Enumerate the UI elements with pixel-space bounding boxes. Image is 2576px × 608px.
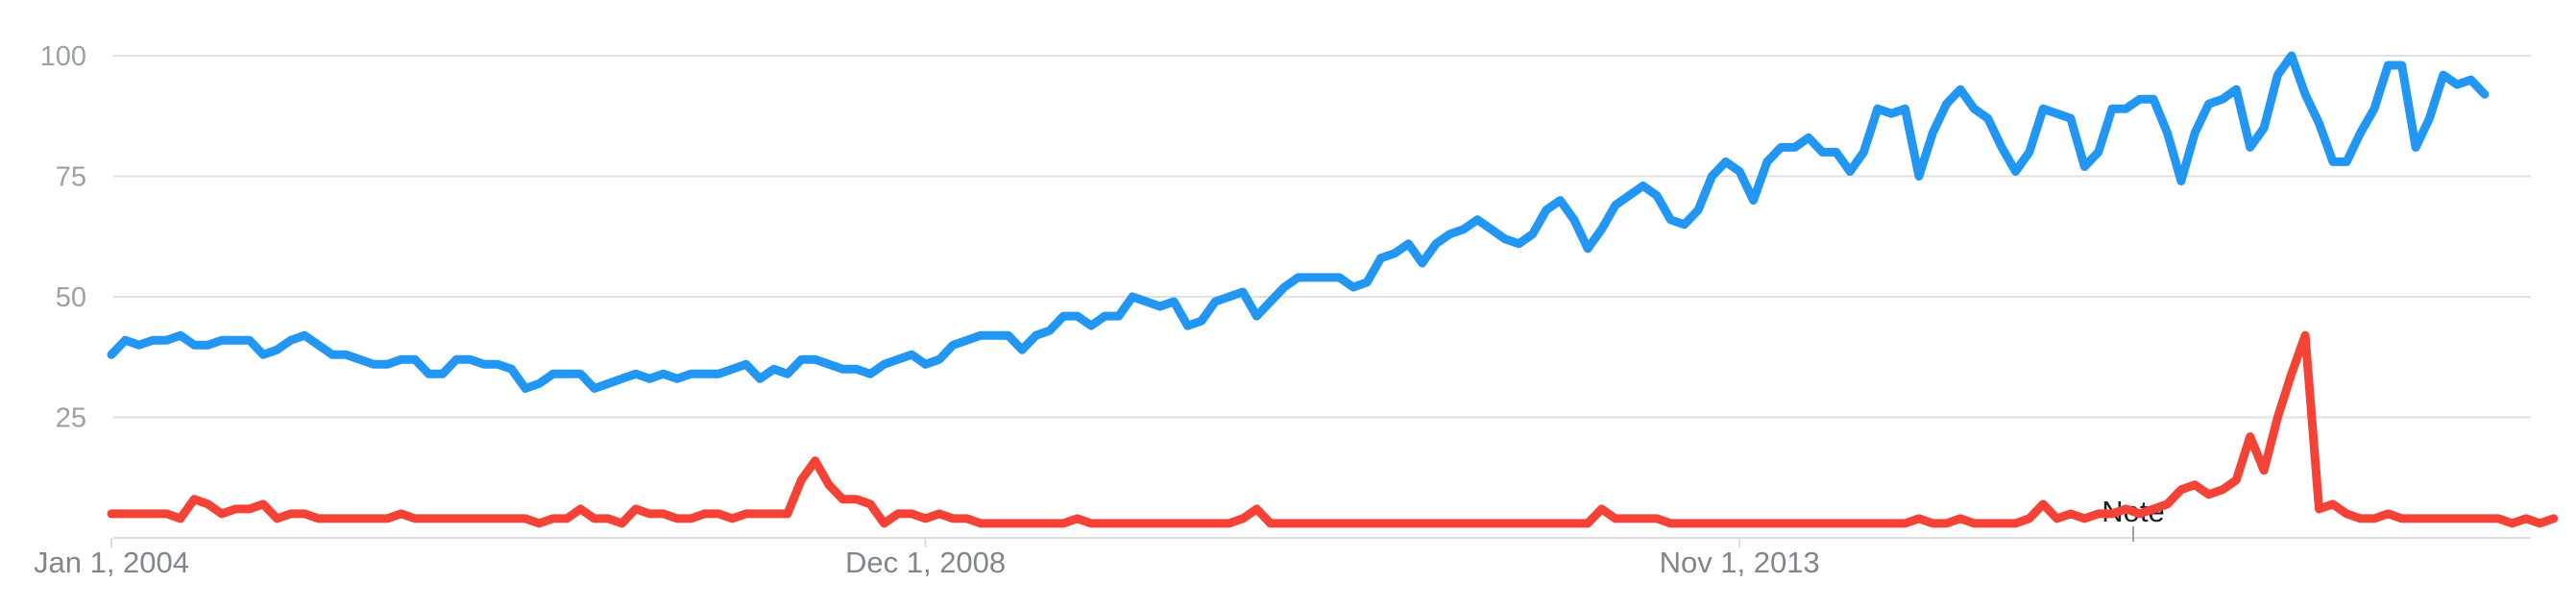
x-tick-label: Dec 1, 2008 [845,546,1006,579]
series-line-1 [107,51,2490,393]
y-tick-label: 75 [56,162,86,193]
y-tick-label: 100 [40,41,86,72]
x-axis-ticks: Jan 1, 2004 Dec 1, 2008 Nov 1, 2013 [34,538,1820,579]
y-tick-label: 50 [56,282,86,313]
series-line-2 [107,330,2559,528]
annotation: Note [2102,495,2165,542]
y-axis-ticks: 100 75 50 25 [40,41,86,434]
series-lines [107,51,2559,528]
y-tick-label: 25 [56,403,86,434]
x-tick-label: Jan 1, 2004 [34,546,189,579]
x-tick-label: Nov 1, 2013 [1660,546,1820,579]
grid-lines [113,55,2531,539]
